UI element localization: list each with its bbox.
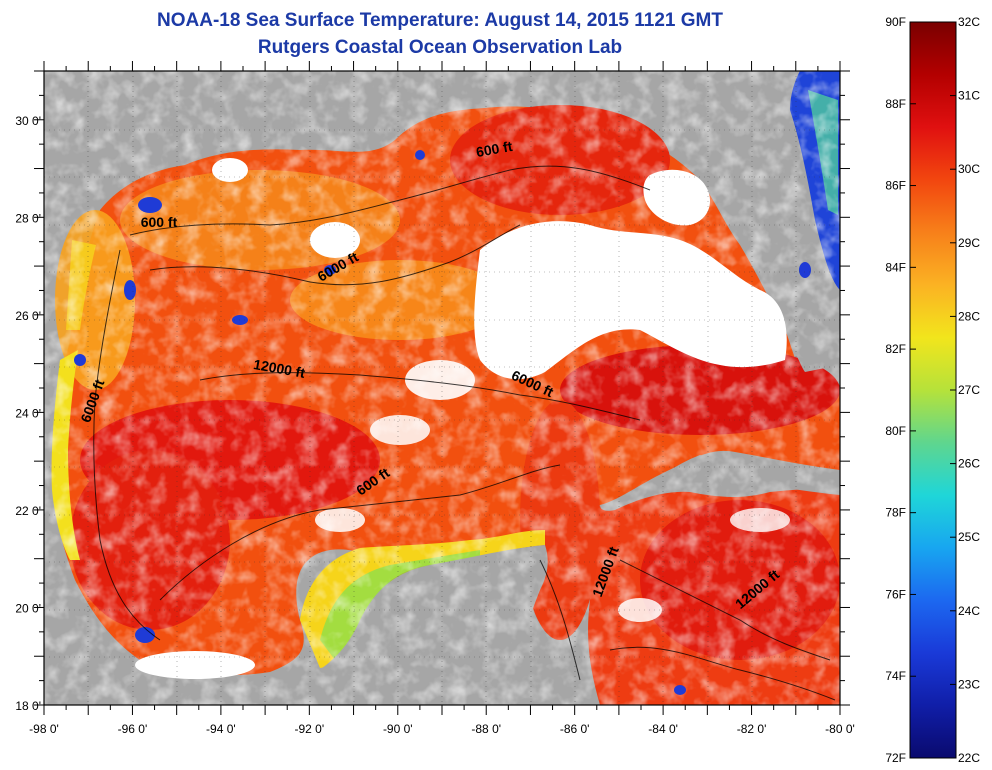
map-subtitle: Rutgers Coastal Ocean Observation Lab [257,37,623,58]
celsius-label: 30C [958,162,980,176]
longitude-label: -92 0' [295,722,325,736]
latitude-label: 20 0' [15,601,41,615]
bathymetry-contours [93,165,836,701]
celsius-label: 23C [958,677,980,691]
celsius-label: 29C [958,236,980,250]
contour-label: 600 ft [475,138,514,160]
celsius-label: 25C [958,530,980,544]
longitude-label: -80 0' [825,722,855,736]
longitude-label: -84 0' [648,722,678,736]
longitude-label: -86 0' [560,722,590,736]
fahrenheit-label: 74F [885,669,906,683]
celsius-label: 22C [958,751,980,765]
longitude-label: -98 0' [29,722,59,736]
colorbar-gradient [909,21,957,759]
latitude-label: 18 0' [15,699,41,713]
celsius-label: 26C [958,457,980,471]
latitude-label: 24 0' [15,406,41,420]
latitude-label: 28 0' [15,211,41,225]
celsius-label: 28C [958,309,980,323]
latitude-label: 26 0' [15,309,41,323]
fahrenheit-label: 84F [885,260,906,274]
map-title: NOAA-18 Sea Surface Temperature: August … [157,10,723,31]
celsius-label: 31C [958,89,980,103]
fahrenheit-label: 82F [885,342,906,356]
celsius-label: 24C [958,604,980,618]
celsius-label: 27C [958,383,980,397]
longitude-label: -94 0' [206,722,236,736]
latitude-label: 22 0' [15,504,41,518]
fahrenheit-label: 76F [885,587,906,601]
contour-label: 600 ft [141,214,178,230]
graticule [44,71,840,705]
celsius-label: 32C [958,15,980,29]
cold-spots [74,150,811,695]
longitude-label: -90 0' [383,722,413,736]
fahrenheit-label: 78F [885,506,906,520]
fahrenheit-label: 80F [885,424,906,438]
longitude-label: -96 0' [118,722,148,736]
latitude-label: 30 0' [15,114,41,128]
longitude-label: -82 0' [737,722,767,736]
fahrenheit-label: 90F [885,15,906,29]
fahrenheit-label: 72F [885,751,906,765]
axis-ticks [34,61,850,715]
fahrenheit-label: 88F [885,97,906,111]
longitude-label: -88 0' [471,722,501,736]
fahrenheit-label: 86F [885,179,906,193]
